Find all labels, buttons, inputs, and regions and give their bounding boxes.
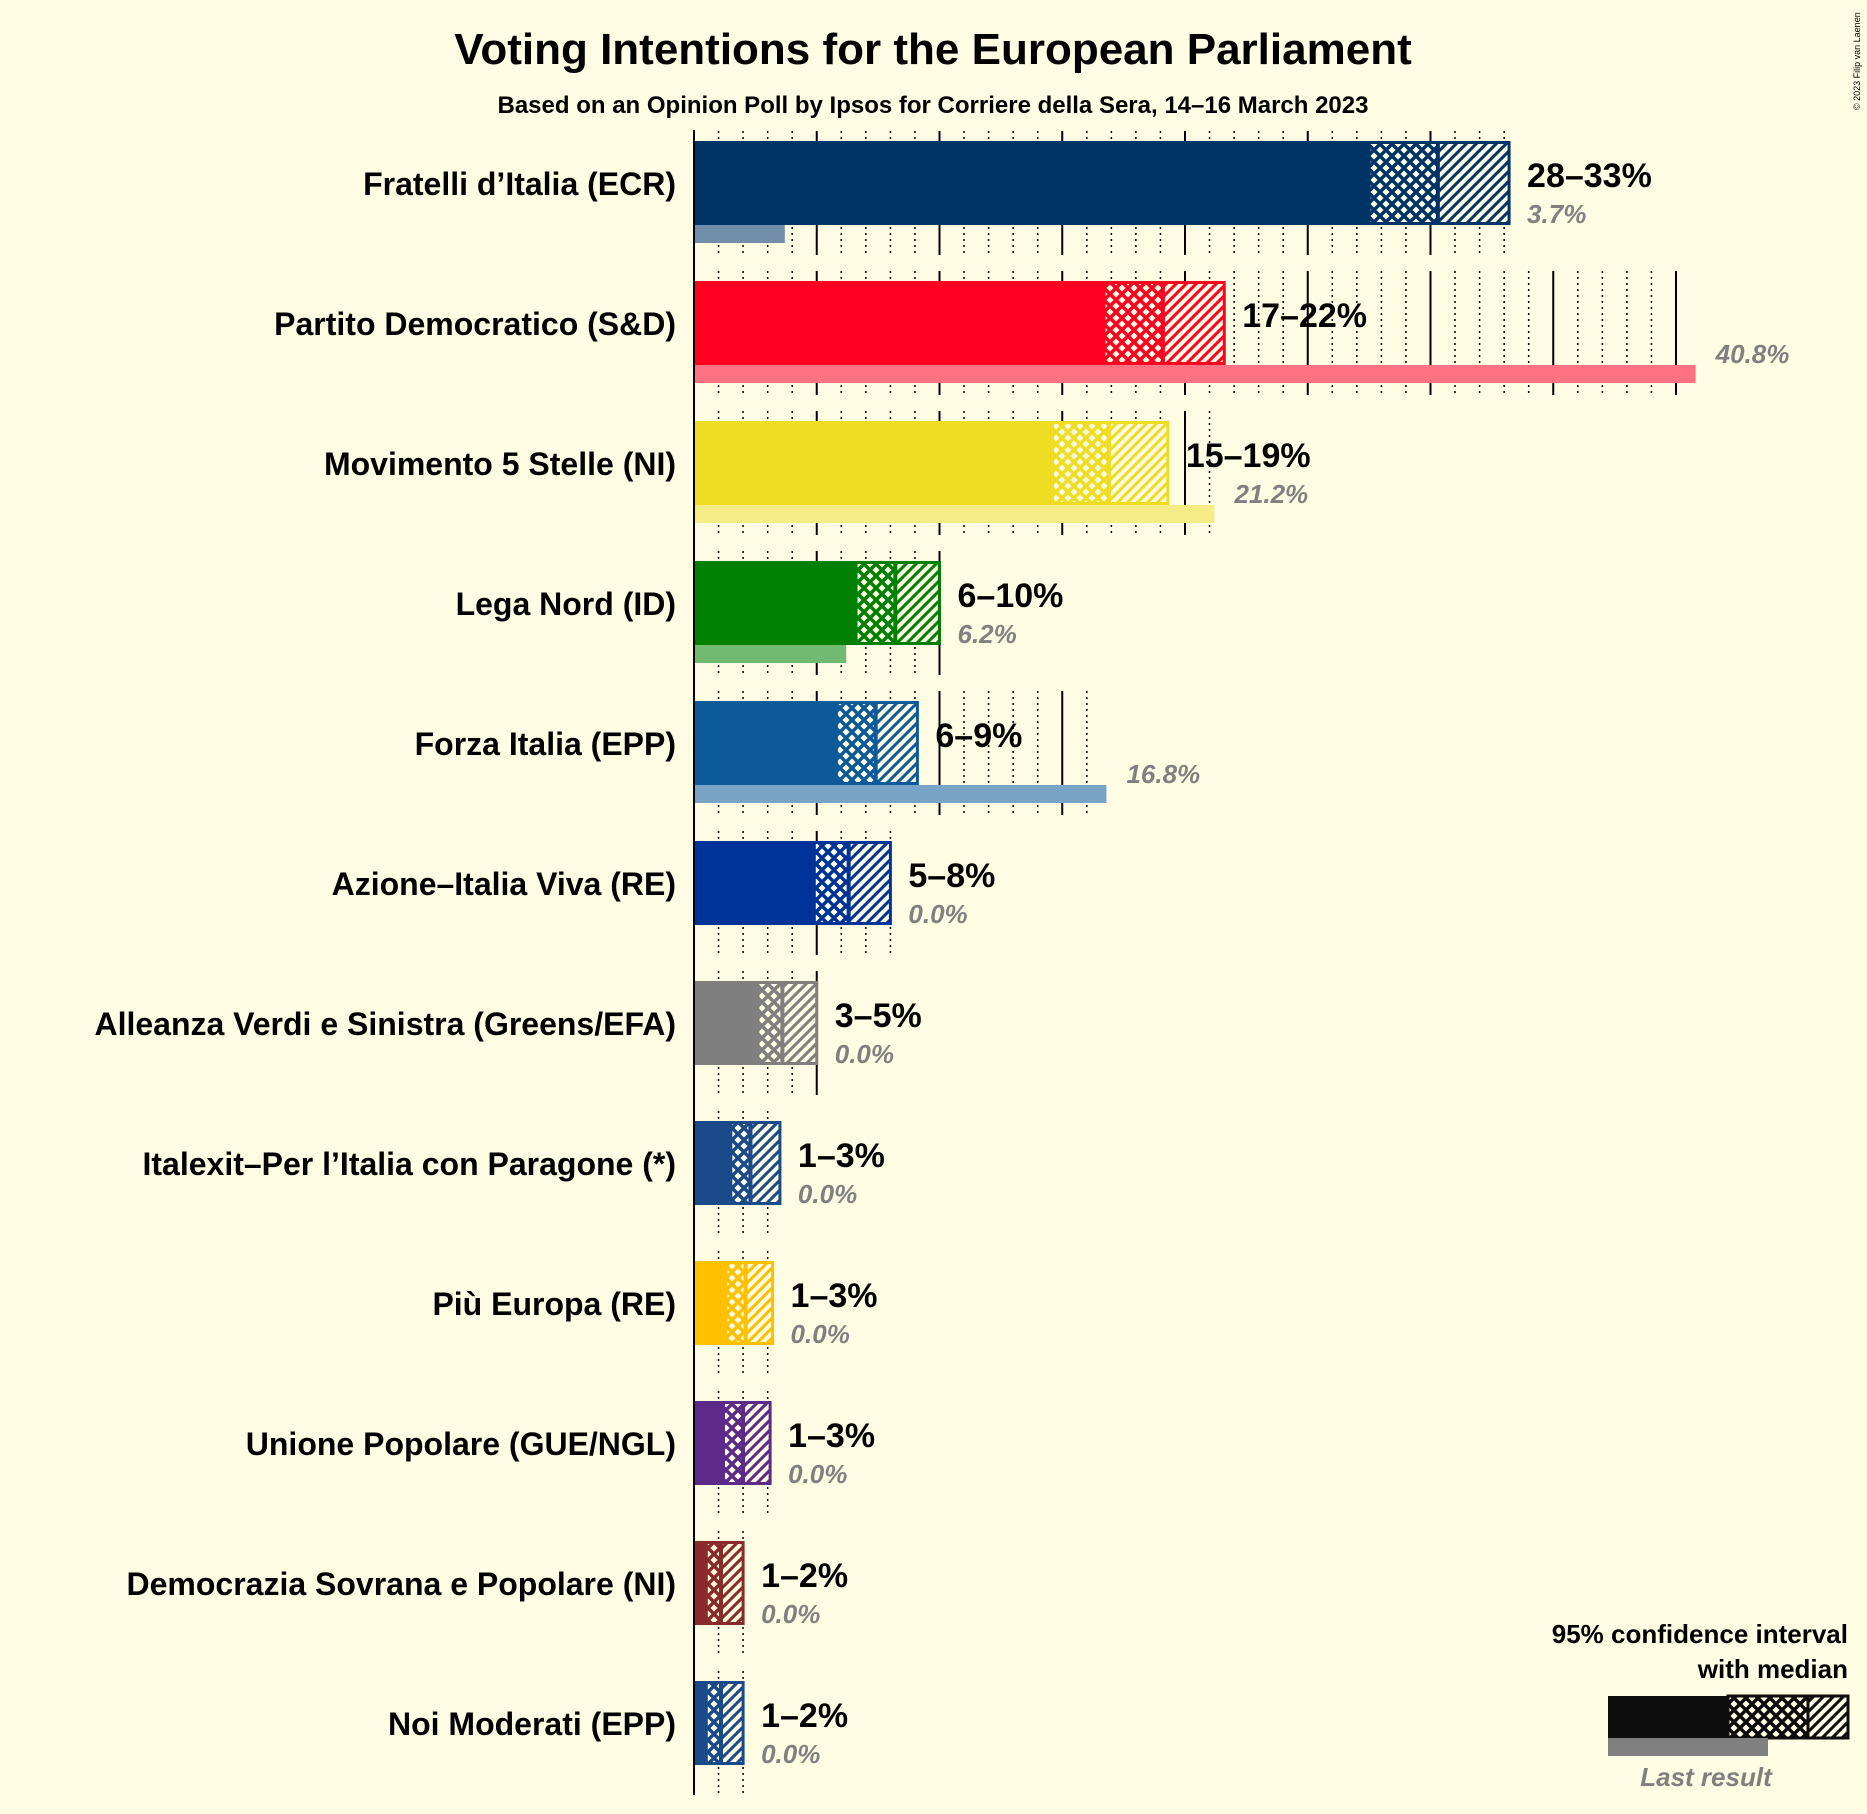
bar-ci-crosshatch [756, 981, 784, 1065]
copyright-note: © 2023 Filip van Laenen [1852, 12, 1862, 110]
bar-ci-diagonal [1107, 421, 1170, 505]
range-label: 17–22% [1242, 297, 1367, 335]
bar-ci-diagonal [847, 841, 892, 925]
party-label: Italexit–Per l’Italia con Paragone (*) [142, 1146, 676, 1182]
legend-last-result-label: Last result [1640, 1762, 1773, 1792]
bar-ci-diagonal [893, 561, 941, 645]
last-result-label: 0.0% [761, 1599, 820, 1629]
range-label: 1–3% [791, 1277, 878, 1315]
bar-ci-diagonal [780, 981, 819, 1065]
last-result-label: 0.0% [791, 1319, 850, 1349]
party-label: Unione Popolare (GUE/NGL) [246, 1426, 676, 1462]
bar-ci-low [694, 981, 758, 1065]
bar-ci-low [694, 561, 857, 645]
bar-ci-crosshatch [1102, 281, 1165, 365]
bar-ci-low [694, 701, 837, 785]
bar-ci-crosshatch [729, 1121, 752, 1205]
last-result-label: 0.0% [761, 1739, 820, 1769]
party-label: Alleanza Verdi e Sinistra (Greens/EFA) [94, 1006, 676, 1042]
range-label: 3–5% [835, 997, 922, 1035]
legend-last-result-swatch [1608, 1738, 1768, 1756]
range-label: 28–33% [1527, 157, 1652, 195]
last-result-label: 21.2% [1233, 479, 1308, 509]
range-label: 6–9% [935, 717, 1022, 755]
last-result-label: 16.8% [1126, 759, 1200, 789]
last-result-bar [694, 365, 1696, 383]
bar-ci-low [694, 1681, 707, 1765]
range-label: 5–8% [908, 857, 995, 895]
last-result-label: 0.0% [835, 1039, 894, 1069]
range-label: 1–2% [761, 1697, 848, 1735]
bar-ci-diagonal [741, 1401, 772, 1485]
party-label: Noi Moderati (EPP) [388, 1706, 676, 1742]
range-label: 15–19% [1186, 437, 1311, 475]
range-label: 1–3% [798, 1137, 885, 1175]
bar-ci-crosshatch [1367, 141, 1440, 225]
last-result-bar [694, 645, 847, 663]
last-result-bar [694, 785, 1107, 803]
last-result-label: 0.0% [908, 899, 967, 929]
bar-ci-crosshatch [1050, 421, 1111, 505]
chart-title: Voting Intentions for the European Parli… [454, 25, 1412, 74]
bar-ci-crosshatch [724, 1261, 748, 1345]
last-result-bar [694, 225, 785, 243]
bar-ci-diagonal [744, 1261, 775, 1345]
range-label: 1–2% [761, 1557, 848, 1595]
legend-diagonal-swatch [1806, 1694, 1850, 1740]
legend: 95% confidence interval with median Last… [1552, 1619, 1850, 1792]
last-result-label: 40.8% [1715, 339, 1790, 369]
legend-ci-label-line1: 95% confidence interval [1552, 1619, 1848, 1649]
party-label: Democrazia Sovrana e Popolare (NI) [126, 1566, 676, 1602]
party-label: Azione–Italia Viva (RE) [332, 866, 676, 902]
bar-ci-diagonal [1436, 141, 1511, 225]
bar-ci-diagonal [874, 701, 919, 785]
party-label: Forza Italia (EPP) [415, 726, 676, 762]
bar-ci-low [694, 281, 1104, 365]
bar-ci-diagonal [748, 1121, 782, 1205]
bar-ci-low [694, 1401, 724, 1485]
bar-ci-low [694, 1261, 726, 1345]
party-label: Più Europa (RE) [432, 1286, 676, 1322]
bar-ci-diagonal [719, 1681, 745, 1765]
bar-ci-crosshatch [704, 1681, 723, 1765]
party-label: Partito Democratico (S&D) [274, 306, 676, 342]
bar-ci-low [694, 1541, 707, 1625]
bar-ci-low [694, 841, 815, 925]
bar-ci-low [694, 1121, 731, 1205]
last-result-label: 0.0% [798, 1179, 857, 1209]
party-label: Fratelli d’Italia (ECR) [363, 166, 676, 202]
chart-subtitle: Based on an Opinion Poll by Ipsos for Co… [498, 92, 1369, 119]
legend-solid-swatch [1608, 1696, 1728, 1738]
range-label: 6–10% [958, 577, 1064, 615]
bar-ci-diagonal [1161, 281, 1226, 365]
legend-ci-label-line2: with median [1697, 1654, 1848, 1684]
legend-crosshatch-swatch [1726, 1694, 1810, 1740]
bar-ci-diagonal [719, 1541, 745, 1625]
bar-ci-crosshatch [721, 1401, 745, 1485]
bar-ci-crosshatch [704, 1541, 723, 1625]
last-result-label: 3.7% [1527, 199, 1586, 229]
last-result-label: 0.0% [788, 1459, 847, 1489]
range-label: 1–3% [788, 1417, 875, 1455]
party-label: Lega Nord (ID) [456, 586, 676, 622]
last-result-bar [694, 505, 1215, 523]
bar-ci-crosshatch [854, 561, 897, 645]
bar-rows: Fratelli d’Italia (ECR) 28–33% 3.7% Partito… [94, 131, 1789, 1795]
bar-ci-crosshatch [812, 841, 851, 925]
party-label: Movimento 5 Stelle (NI) [324, 446, 676, 482]
last-result-label: 6.2% [958, 619, 1017, 649]
bar-ci-low [694, 141, 1370, 225]
bar-ci-low [694, 421, 1053, 505]
bar-ci-crosshatch [834, 701, 878, 785]
